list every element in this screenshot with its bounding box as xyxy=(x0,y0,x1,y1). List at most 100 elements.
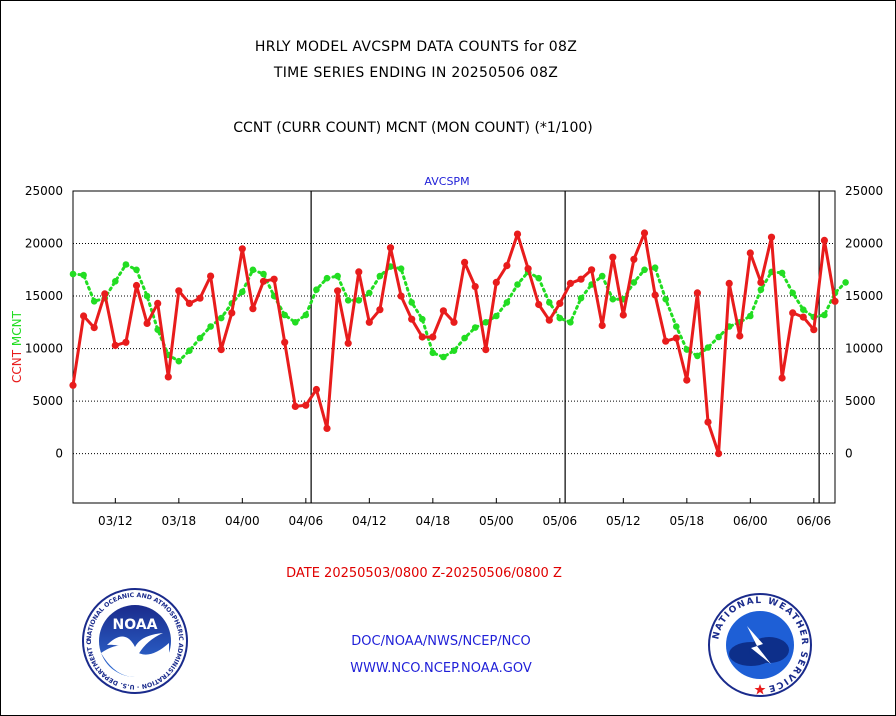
ccnt-point xyxy=(355,268,363,276)
ccnt-point xyxy=(249,305,257,313)
y-tick-label-right: 25000 xyxy=(845,184,883,198)
ccnt-point xyxy=(429,333,437,341)
ccnt-point xyxy=(566,279,575,287)
ccnt-point xyxy=(122,338,130,346)
y-tick-label-left: 15000 xyxy=(25,289,63,303)
mcnt-point xyxy=(302,311,310,319)
mcnt-point xyxy=(821,311,828,319)
mcnt-point xyxy=(778,269,786,277)
noaa-logo-text: NOAA xyxy=(113,617,158,633)
ccnt-point xyxy=(259,277,268,285)
mcnt-point xyxy=(239,288,246,296)
mcnt-point xyxy=(376,272,384,280)
ccnt-point xyxy=(746,249,754,257)
x-tick-label: 05/18 xyxy=(670,514,705,528)
mcnt-point xyxy=(842,279,849,286)
x-tick-label: 05/06 xyxy=(543,514,578,528)
mcnt-point xyxy=(334,272,341,280)
ccnt-point xyxy=(281,338,289,346)
ccnt-point xyxy=(545,316,553,324)
x-tick-label: 05/12 xyxy=(606,514,641,528)
ccnt-point xyxy=(291,402,299,410)
mcnt-point xyxy=(122,261,130,268)
ccnt-point xyxy=(334,287,342,295)
ccnt-point xyxy=(640,229,649,237)
mcnt-point xyxy=(503,299,511,306)
x-tick-label: 03/12 xyxy=(98,514,133,528)
mcnt-point xyxy=(429,349,437,357)
ccnt-point xyxy=(725,279,733,287)
mcnt-point xyxy=(641,266,648,274)
mcnt-point xyxy=(186,347,193,355)
ccnt-point xyxy=(418,333,426,341)
mcnt-point xyxy=(651,264,659,272)
ccnt-point xyxy=(154,299,162,307)
y-tick-label-left: 10000 xyxy=(25,342,63,356)
mcnt-point xyxy=(694,352,701,360)
x-tick-label: 04/12 xyxy=(352,514,387,528)
ccnt-point xyxy=(143,319,151,327)
mcnt-point xyxy=(471,324,479,331)
ccnt-point xyxy=(789,309,797,317)
ccnt-point xyxy=(175,287,183,295)
mcnt-point xyxy=(292,319,299,326)
ccnt-point xyxy=(376,306,384,314)
ccnt-point xyxy=(736,332,744,340)
mcnt-point xyxy=(598,272,606,280)
ccnt-point xyxy=(662,337,670,345)
mcnt-point xyxy=(514,281,521,288)
mcnt-point xyxy=(313,286,320,294)
chart-title-line-1: HRLY MODEL AVCSPM DATA COUNTS for 08Z xyxy=(254,39,578,55)
ccnt-point xyxy=(397,292,405,300)
mcnt-point xyxy=(800,306,807,314)
y-tick-label-right: 10000 xyxy=(845,342,883,356)
ccnt-point xyxy=(651,291,659,299)
mcnt-point xyxy=(408,299,416,306)
ccnt-point xyxy=(207,272,215,280)
ccnt-point xyxy=(228,309,236,317)
credit-line-1: DOC/NOAA/NWS/NCEP/NCO xyxy=(351,634,531,649)
mcnt-point xyxy=(217,314,225,322)
mcnt-point xyxy=(567,319,574,326)
ccnt-point xyxy=(820,236,829,244)
ccnt-point xyxy=(492,278,500,286)
mcnt-point xyxy=(143,292,151,300)
ccnt-point xyxy=(69,381,77,389)
credit-line-2: WWW.NCO.NCEP.NOAA.GOV xyxy=(350,661,532,676)
ccnt-point xyxy=(588,266,596,274)
ccnt-point xyxy=(365,318,373,326)
ccnt-point xyxy=(524,265,532,273)
ccnt-point xyxy=(715,450,723,458)
ccnt-point xyxy=(535,300,543,309)
mcnt-point xyxy=(757,286,765,294)
mcnt-point xyxy=(249,266,257,274)
y-tick-label-left: 5000 xyxy=(32,394,63,408)
mcnt-point xyxy=(196,334,204,342)
ccnt-point xyxy=(302,401,310,409)
ccnt-point xyxy=(90,324,98,332)
mcnt-point xyxy=(440,353,447,361)
mcnt-point xyxy=(344,297,352,304)
ccnt-point xyxy=(609,253,617,261)
ccnt-point xyxy=(693,289,702,297)
ccnt-point xyxy=(386,244,395,252)
ccnt-point xyxy=(577,275,585,283)
y-tick-label-right: 0 xyxy=(845,447,853,461)
mcnt-point xyxy=(683,346,691,353)
mcnt-point xyxy=(704,344,712,351)
ccnt-point xyxy=(767,233,776,241)
mcnt-point xyxy=(69,270,77,278)
y-tick-label-left: 20000 xyxy=(25,237,63,251)
mcnt-point xyxy=(630,279,638,286)
mcnt-point xyxy=(493,312,500,320)
y-axis-label: CCNT MCNT xyxy=(10,310,24,383)
mcnt-point xyxy=(154,326,161,334)
mcnt-point xyxy=(366,289,373,297)
chart-inner-title: AVCSPM xyxy=(424,175,469,188)
mcnt-point xyxy=(556,314,564,322)
mcnt-point xyxy=(260,270,267,278)
y-axis-label-part: CCNT xyxy=(10,349,24,383)
ccnt-point xyxy=(672,334,680,342)
mcnt-point xyxy=(609,295,617,303)
